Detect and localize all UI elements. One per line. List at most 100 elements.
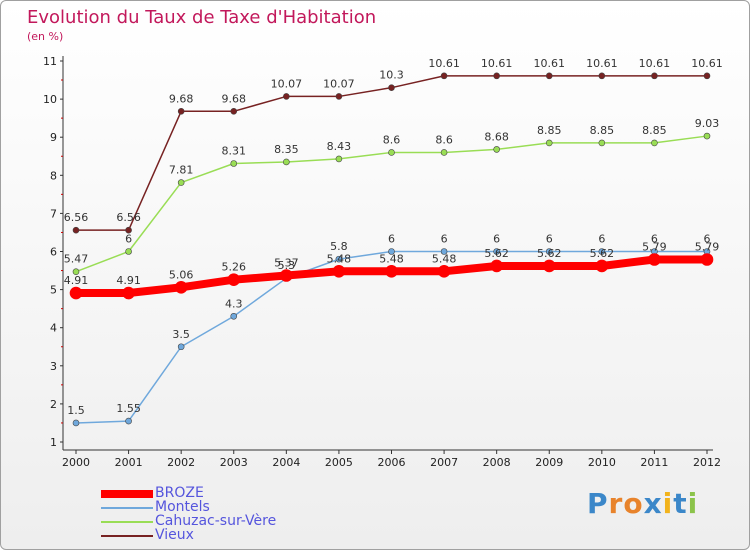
data-point-cahuzac-sur-v-re <box>335 155 343 163</box>
data-point-cahuzac-sur-v-re <box>651 139 658 147</box>
data-label-cahuzac-sur-v-re: 8.85 <box>537 124 562 137</box>
data-label-montels: 1.5 <box>67 404 85 417</box>
data-point-broze <box>122 286 135 300</box>
data-point-vieux <box>335 93 343 100</box>
x-tick-label: 2011 <box>640 456 668 469</box>
data-point-broze <box>437 265 451 278</box>
data-point-vieux <box>703 72 711 80</box>
data-label-broze: 5.37 <box>274 257 299 270</box>
data-label-montels: 6 <box>441 233 448 246</box>
y-tick-label: 3 <box>50 360 57 373</box>
data-label-vieux: 10.61 <box>586 57 618 70</box>
logo-letter: i <box>662 487 674 520</box>
data-point-vieux <box>493 72 500 80</box>
chart-title: Evolution du Taux de Taxe d'Habitation <box>27 7 377 28</box>
data-point-broze <box>490 259 503 273</box>
data-label-vieux: 10.61 <box>481 57 513 70</box>
data-point-montels <box>177 343 185 351</box>
data-point-cahuzac-sur-v-re <box>440 149 448 156</box>
data-label-vieux: 10.07 <box>323 77 355 90</box>
data-label-cahuzac-sur-v-re: 8.31 <box>222 144 247 157</box>
data-label-montels: 4.3 <box>225 297 243 310</box>
proxiti-logo: Proxiti <box>587 487 698 520</box>
x-tick-label: 2006 <box>378 456 406 469</box>
data-point-cahuzac-sur-v-re <box>703 132 711 140</box>
data-point-montels <box>440 248 448 255</box>
data-label-montels: 6 <box>651 233 658 246</box>
data-point-broze <box>332 265 346 278</box>
data-label-cahuzac-sur-v-re: 6 <box>125 233 132 246</box>
data-point-vieux <box>125 226 132 234</box>
data-label-broze: 5.79 <box>642 241 667 254</box>
y-tick-label: 10 <box>43 93 57 106</box>
logo-letter: i <box>687 487 699 520</box>
data-point-broze <box>227 273 241 286</box>
data-label-vieux: 9.68 <box>222 92 247 105</box>
y-tick-label: 8 <box>50 169 57 182</box>
data-label-broze: 5.26 <box>222 261 247 274</box>
data-point-vieux <box>651 72 658 80</box>
data-point-montels <box>125 417 132 425</box>
data-point-broze <box>174 281 188 294</box>
y-tick-label: 7 <box>50 207 57 220</box>
x-tick-label: 2009 <box>535 456 563 469</box>
data-point-cahuzac-sur-v-re <box>388 149 395 156</box>
legend-swatch-vieux <box>101 535 153 537</box>
legend-label-cahuzac-sur-v-re: Cahuzac-sur-Vère <box>155 513 277 529</box>
x-tick-label: 2010 <box>588 456 616 469</box>
data-point-broze <box>595 259 609 273</box>
data-label-montels: 6 <box>546 233 553 246</box>
x-tick-label: 2008 <box>483 456 511 469</box>
data-point-montels <box>545 248 553 255</box>
chart-unit-label: (en %) <box>27 30 64 43</box>
data-label-vieux: 10.07 <box>271 77 303 90</box>
data-label-montels: 6 <box>388 233 395 246</box>
x-tick-label: 2002 <box>167 456 195 469</box>
data-point-vieux <box>177 107 185 115</box>
data-point-broze <box>648 253 661 266</box>
data-label-montels: 5.3 <box>278 259 296 272</box>
data-label-cahuzac-sur-v-re: 8.85 <box>590 124 615 137</box>
x-tick-label: 2005 <box>325 456 353 469</box>
data-point-cahuzac-sur-v-re <box>283 158 290 166</box>
data-point-vieux <box>545 72 553 80</box>
data-label-broze: 5.48 <box>327 252 352 265</box>
legend-label-vieux: Vieux <box>155 527 194 543</box>
data-label-cahuzac-sur-v-re: 9.03 <box>695 117 720 130</box>
y-tick-label: 2 <box>50 398 57 411</box>
data-point-vieux <box>283 93 290 100</box>
data-label-vieux: 6.56 <box>64 211 89 224</box>
data-label-broze: 5.48 <box>379 252 404 265</box>
x-tick-label: 2012 <box>693 456 721 469</box>
data-label-montels: 1.55 <box>116 402 141 415</box>
data-label-montels: 5.8 <box>330 240 348 253</box>
data-point-broze <box>385 265 398 278</box>
logo-letter: t <box>673 487 688 520</box>
logo-letter: P <box>587 487 609 520</box>
data-point-montels <box>493 248 500 255</box>
data-label-broze: 5.62 <box>484 247 509 260</box>
data-label-vieux: 10.61 <box>691 57 723 70</box>
data-point-vieux <box>598 72 606 80</box>
data-label-cahuzac-sur-v-re: 7.81 <box>169 164 194 177</box>
data-point-montels <box>230 312 238 320</box>
data-point-vieux <box>388 84 395 91</box>
data-label-montels: 6 <box>598 233 605 246</box>
data-label-vieux: 10.61 <box>639 57 671 70</box>
data-label-montels: 6 <box>493 233 500 246</box>
data-label-vieux: 10.3 <box>379 69 404 82</box>
data-label-vieux: 9.68 <box>169 92 194 105</box>
data-label-broze: 5.06 <box>169 268 194 281</box>
data-label-broze: 5.79 <box>695 241 720 254</box>
data-label-cahuzac-sur-v-re: 8.85 <box>642 124 667 137</box>
x-tick-label: 2003 <box>220 456 248 469</box>
y-tick-label: 9 <box>50 131 57 144</box>
y-tick-label: 1 <box>50 436 57 449</box>
data-point-cahuzac-sur-v-re <box>598 139 606 147</box>
y-tick-label: 5 <box>50 284 57 297</box>
legend-swatch-montels <box>101 507 153 509</box>
data-point-vieux <box>72 226 80 234</box>
data-label-cahuzac-sur-v-re: 8.6 <box>383 133 401 146</box>
